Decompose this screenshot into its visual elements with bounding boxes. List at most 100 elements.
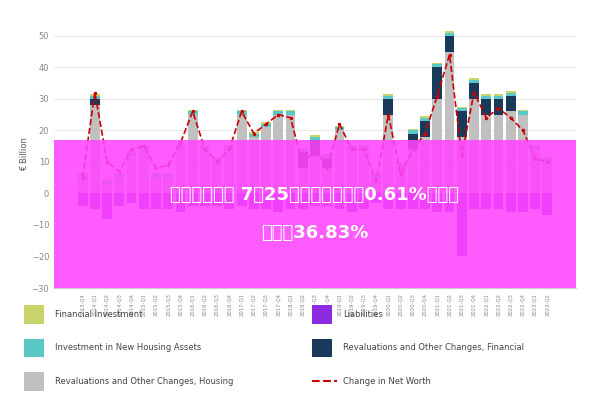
Bar [322, 159, 332, 168]
Bar [310, 140, 320, 156]
Bar [457, 112, 467, 137]
Bar [310, 137, 320, 140]
Bar [359, 149, 369, 194]
Bar [359, 144, 369, 146]
Bar [78, 174, 88, 178]
Bar [433, 194, 442, 212]
Bar [481, 99, 491, 114]
Bar [127, 156, 136, 194]
Bar [322, 154, 332, 156]
Bar [127, 151, 136, 152]
Bar [469, 80, 479, 83]
Bar [286, 110, 295, 112]
Bar [433, 99, 442, 194]
Bar [261, 124, 271, 127]
Bar [506, 96, 515, 112]
Bar [481, 194, 491, 209]
Bar [371, 173, 381, 174]
Bar [102, 181, 112, 184]
Bar [530, 149, 540, 194]
Bar [445, 31, 454, 33]
Bar [151, 174, 161, 178]
Bar [542, 157, 552, 159]
Bar [310, 194, 320, 206]
Bar [494, 96, 503, 99]
Text: Liabilities: Liabilities [343, 310, 383, 319]
FancyBboxPatch shape [23, 372, 44, 391]
Bar [518, 194, 528, 212]
Bar [347, 144, 356, 146]
Bar [163, 173, 173, 174]
Bar [408, 129, 418, 130]
Bar [383, 94, 393, 96]
Bar [90, 99, 100, 105]
Bar [163, 194, 173, 209]
Bar [347, 149, 356, 194]
Bar [188, 112, 197, 114]
Bar [224, 149, 234, 194]
Bar [188, 110, 197, 112]
Bar [298, 149, 308, 152]
Bar [310, 156, 320, 194]
Bar [224, 194, 234, 209]
Bar [115, 173, 124, 174]
Bar [518, 114, 528, 194]
Bar [396, 165, 406, 168]
Bar [151, 194, 161, 209]
Bar [396, 168, 406, 194]
Bar [457, 108, 467, 112]
Bar [78, 194, 88, 206]
Bar [506, 112, 515, 194]
Bar [469, 99, 479, 194]
Bar [237, 114, 247, 194]
Bar [347, 194, 356, 212]
Bar [359, 194, 369, 209]
Bar [188, 114, 197, 194]
Bar [176, 194, 185, 212]
Bar [506, 91, 515, 92]
Bar [335, 130, 344, 194]
Bar [274, 112, 283, 114]
Bar [396, 194, 406, 209]
Bar [420, 194, 430, 209]
Bar [457, 194, 467, 256]
Bar [433, 62, 442, 64]
Bar [115, 178, 124, 194]
Text: Change in Net Worth: Change in Net Worth [343, 377, 431, 386]
Bar [542, 162, 552, 194]
Bar [469, 194, 479, 209]
Bar [286, 194, 295, 209]
Bar [420, 118, 430, 121]
Bar [481, 96, 491, 99]
Bar [115, 174, 124, 178]
Bar [359, 146, 369, 149]
Bar [237, 194, 247, 206]
Bar [371, 194, 381, 203]
Text: Revaluations and Other Changes, Financial: Revaluations and Other Changes, Financia… [343, 344, 524, 352]
Bar [506, 92, 515, 96]
Text: 溢价率36.83%: 溢价率36.83% [262, 224, 368, 242]
Bar [371, 178, 381, 194]
Bar [212, 194, 222, 206]
Bar [420, 116, 430, 118]
Bar [274, 110, 283, 112]
Bar [530, 194, 540, 209]
Bar [139, 149, 149, 194]
Bar [298, 168, 308, 194]
Bar [445, 33, 454, 36]
Bar [494, 114, 503, 194]
Bar [115, 194, 124, 206]
Bar [200, 144, 210, 146]
Bar [298, 148, 308, 149]
Bar [90, 194, 100, 209]
Bar [445, 194, 454, 212]
Bar [298, 152, 308, 168]
Bar [494, 94, 503, 96]
Bar [261, 122, 271, 124]
Bar [212, 159, 222, 162]
Bar [396, 164, 406, 165]
Bar [481, 94, 491, 96]
Bar [457, 107, 467, 108]
Bar [408, 134, 418, 149]
Bar [433, 67, 442, 99]
